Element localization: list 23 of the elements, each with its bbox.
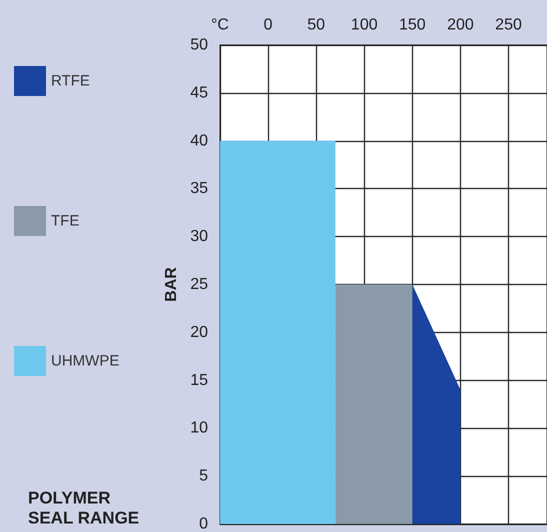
- x-tick-label: °C: [211, 16, 229, 34]
- x-tick-label: 0: [264, 16, 273, 34]
- x-tick-label: 200: [447, 16, 474, 34]
- legend-label: TFE: [51, 212, 80, 230]
- y-tick-label: 15: [190, 372, 208, 389]
- y-tick-label: 20: [190, 324, 208, 341]
- y-tick-label: 50: [190, 36, 208, 54]
- y-axis-title: BAR: [162, 266, 180, 302]
- y-tick-label: 0: [199, 516, 208, 532]
- y-tick-label: 5: [199, 468, 208, 485]
- y-tick-label: 30: [190, 228, 208, 246]
- y-tick-label: 25: [190, 276, 208, 293]
- legend-title: POLYMER SEAL RANGE: [28, 488, 140, 528]
- legend-label: UHMWPE: [51, 352, 120, 370]
- legend-label: RTFE: [51, 72, 90, 90]
- x-tick-label: 150: [399, 16, 426, 34]
- y-tick-label: 45: [190, 84, 208, 102]
- x-tick-label: 250: [495, 16, 522, 34]
- x-tick-label: 100: [350, 16, 378, 34]
- y-tick-label: 10: [190, 420, 208, 437]
- y-tick-label: 35: [190, 180, 208, 198]
- y-tick-label: 40: [190, 132, 208, 150]
- x-tick-label: 50: [307, 16, 326, 34]
